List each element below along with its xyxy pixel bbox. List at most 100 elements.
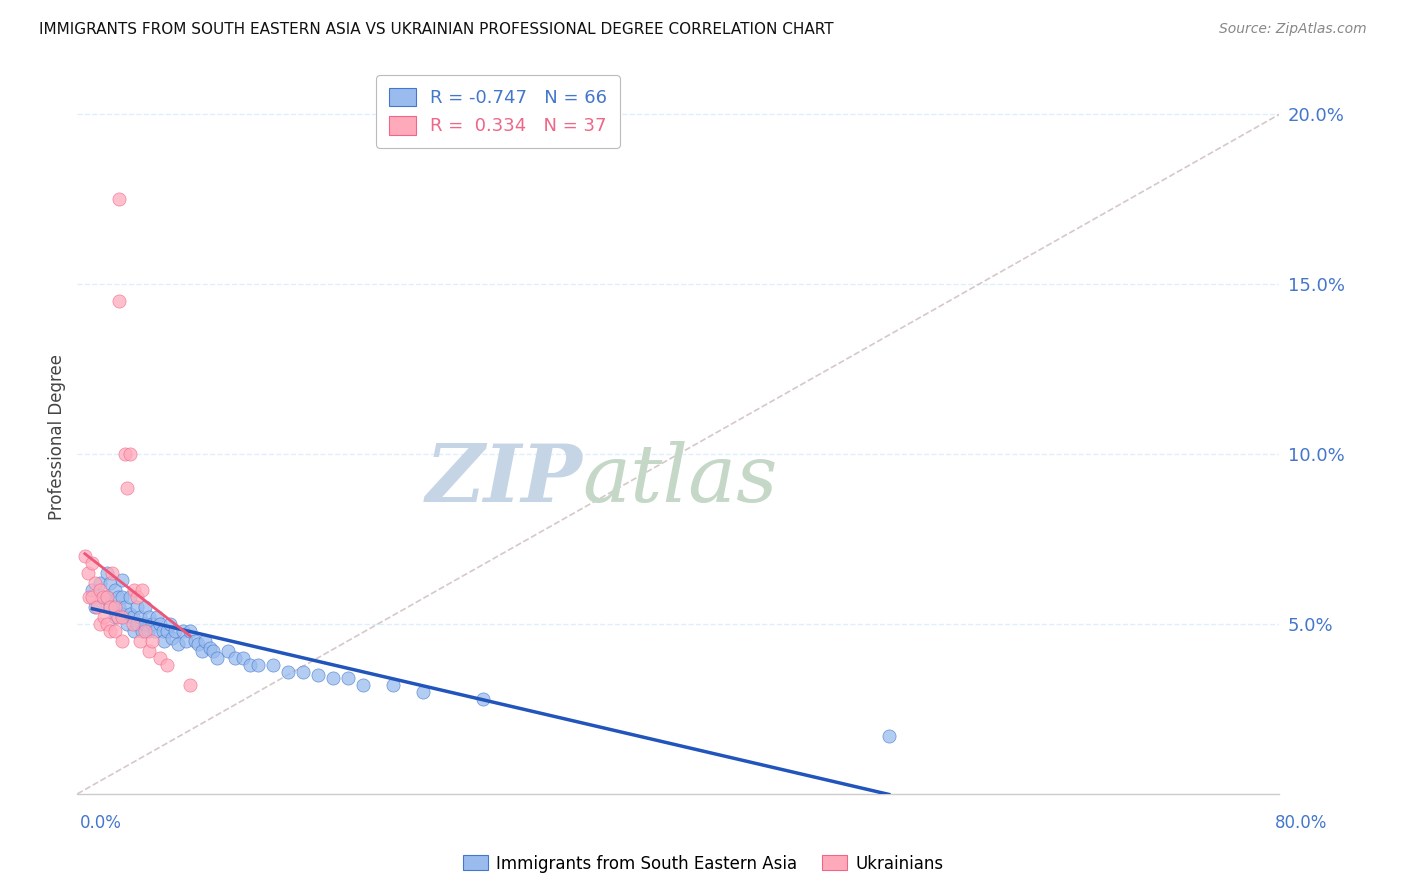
Point	[136, 624, 159, 638]
Point	[217, 644, 239, 658]
Point	[149, 617, 172, 632]
Point	[307, 668, 329, 682]
Text: IMMIGRANTS FROM SOUTH EASTERN ASIA VS UKRAINIAN PROFESSIONAL DEGREE CORRELATION : IMMIGRANTS FROM SOUTH EASTERN ASIA VS UK…	[39, 22, 834, 37]
Point	[131, 624, 153, 638]
Point	[205, 651, 228, 665]
Legend: Immigrants from South Eastern Asia, Ukrainians: Immigrants from South Eastern Asia, Ukra…	[456, 848, 950, 880]
Point	[291, 665, 314, 679]
Point	[172, 624, 194, 638]
Point	[118, 607, 141, 621]
Point	[156, 624, 179, 638]
Point	[146, 610, 169, 624]
Point	[127, 599, 149, 614]
Point	[183, 634, 205, 648]
Point	[111, 590, 134, 604]
Point	[194, 634, 217, 648]
Point	[163, 624, 186, 638]
Point	[179, 678, 201, 692]
Point	[111, 573, 134, 587]
Point	[100, 599, 122, 614]
Point	[336, 671, 359, 685]
Point	[167, 637, 190, 651]
Point	[145, 624, 167, 638]
Point	[107, 590, 129, 604]
Point	[381, 678, 404, 692]
Point	[107, 610, 129, 624]
Point	[96, 590, 118, 604]
Point	[322, 671, 344, 685]
Point	[101, 566, 124, 580]
Point	[160, 631, 183, 645]
Point	[124, 624, 146, 638]
Point	[91, 590, 114, 604]
Text: Source: ZipAtlas.com: Source: ZipAtlas.com	[1219, 22, 1367, 37]
Point	[100, 576, 122, 591]
Point	[134, 599, 156, 614]
Point	[111, 610, 134, 624]
Point	[153, 634, 176, 648]
Point	[262, 657, 284, 672]
Point	[104, 610, 127, 624]
Point	[96, 566, 118, 580]
Y-axis label: Professional Degree: Professional Degree	[48, 354, 66, 520]
Point	[201, 644, 224, 658]
Point	[89, 617, 111, 632]
Point	[232, 651, 254, 665]
Point	[84, 576, 107, 591]
Point	[100, 599, 122, 614]
Point	[138, 644, 160, 658]
Text: 0.0%: 0.0%	[80, 814, 122, 832]
Point	[73, 549, 96, 563]
Point	[156, 657, 179, 672]
Point	[239, 657, 262, 672]
Point	[82, 582, 104, 597]
Point	[96, 617, 118, 632]
Point	[89, 576, 111, 591]
Point	[93, 590, 115, 604]
Point	[114, 447, 136, 461]
Point	[412, 685, 434, 699]
Point	[79, 590, 101, 604]
Point	[472, 691, 495, 706]
Point	[174, 634, 197, 648]
Point	[104, 599, 127, 614]
Point	[93, 610, 115, 624]
Point	[118, 590, 141, 604]
Point	[179, 624, 201, 638]
Point	[104, 624, 127, 638]
Point	[82, 556, 104, 570]
Point	[89, 582, 111, 597]
Text: atlas: atlas	[582, 442, 778, 518]
Point	[129, 610, 152, 624]
Point	[191, 644, 214, 658]
Point	[114, 599, 136, 614]
Point	[115, 617, 138, 632]
Point	[141, 617, 163, 632]
Point	[224, 651, 246, 665]
Point	[115, 481, 138, 495]
Point	[127, 590, 149, 604]
Legend: R = -0.747   N = 66, R =  0.334   N = 37: R = -0.747 N = 66, R = 0.334 N = 37	[377, 75, 620, 148]
Point	[149, 651, 172, 665]
Point	[82, 590, 104, 604]
Point	[108, 294, 131, 309]
Point	[111, 607, 134, 621]
Point	[104, 582, 127, 597]
Point	[134, 624, 156, 638]
Point	[127, 617, 149, 632]
Point	[877, 729, 900, 743]
Text: 80.0%: 80.0%	[1275, 814, 1327, 832]
Point	[152, 624, 174, 638]
Point	[129, 634, 152, 648]
Point	[198, 640, 221, 655]
Point	[108, 192, 131, 206]
Point	[108, 599, 131, 614]
Point	[159, 617, 181, 632]
Point	[352, 678, 374, 692]
Point	[118, 447, 141, 461]
Point	[76, 566, 98, 580]
Point	[122, 610, 145, 624]
Point	[122, 617, 145, 632]
Point	[246, 657, 269, 672]
Point	[111, 634, 134, 648]
